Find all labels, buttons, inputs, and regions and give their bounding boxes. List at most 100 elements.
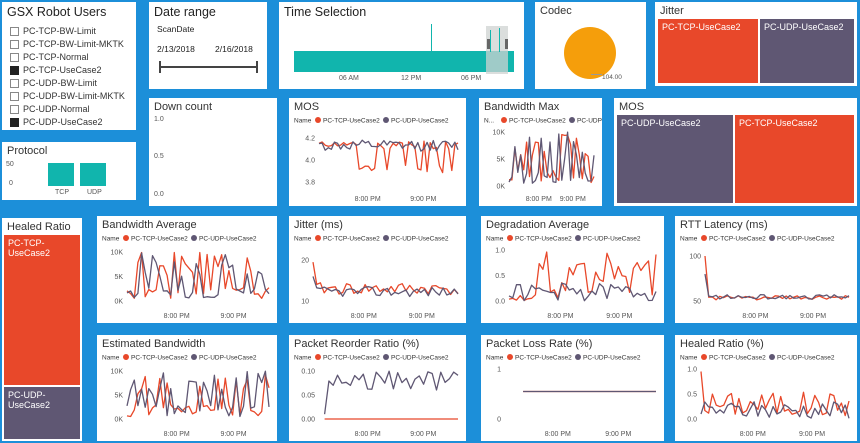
robot-user-option[interactable]: PC-UDP-BW-Limit-MKTK: [10, 91, 125, 101]
x-tick-label: 9:00 PM: [800, 313, 826, 320]
y-tick-label: 10K: [111, 250, 124, 257]
legend-series-label: PC-TCP-UseCase2: [709, 236, 766, 243]
degr-svg: Name PC-TCP-UseCase2 PC-UDP-UseCase2 1.0 0.5…: [486, 235, 657, 320]
x-tick-label: 8:00 PM: [351, 313, 377, 320]
date-slider-start-handle[interactable]: [159, 61, 161, 73]
protocol-xtick-udp: UDP: [87, 189, 102, 196]
jitter-block-udp[interactable]: PC-UDP-UseCase2: [760, 19, 854, 83]
legend-dot-icon: [315, 117, 321, 123]
healed-ratio-chart: Healed Ratio (%) Name PC-TCP-UseCase2 PC-U…: [675, 335, 857, 441]
checkbox-icon[interactable]: [10, 26, 19, 36]
legend-series-label: PC-TCP-UseCase2: [131, 355, 188, 362]
x-tick-label: 9:00 PM: [409, 313, 435, 320]
y-tick-label: 0.10: [301, 369, 315, 376]
healed-block-udp[interactable]: PC-UDP-UseCase2: [4, 387, 80, 439]
robot-user-label: PC-UDP-UseCase2: [23, 117, 103, 127]
x-tick-label: 9:00 PM: [605, 431, 631, 438]
robot-user-label: PC-UDP-BW-Limit: [23, 78, 97, 88]
healed-block-tcp[interactable]: PC-TCP-UseCase2: [4, 235, 80, 385]
legend-name-label: Name: [102, 236, 120, 243]
chart-legend: Name PC-TCP-UseCase2 PC-UDP-UseCase2: [486, 235, 641, 243]
series-line-tcp: [318, 140, 459, 174]
end-date-input[interactable]: 2/16/2018: [215, 44, 253, 54]
mos-block-tcp[interactable]: PC-TCP-UseCase2: [735, 115, 854, 203]
protocol-xtick-tcp: TCP: [55, 189, 69, 196]
time-spike-2: [490, 30, 491, 52]
checkbox-icon[interactable]: [10, 91, 19, 101]
reorder-svg: Name PC-TCP-UseCase2 PC-UDP-UseCase2 0.10 0.…: [294, 354, 459, 438]
x-tick-label: 8:00 PM: [355, 196, 381, 203]
legend-dot-icon: [123, 235, 129, 241]
time-selector-left-handle[interactable]: [487, 39, 490, 49]
legend-dot-icon: [575, 235, 581, 241]
healed-title: Healed Ratio (%): [680, 338, 764, 350]
protocol-bar-udp[interactable]: [80, 163, 106, 186]
series-line-tcp: [508, 133, 595, 184]
robot-user-option[interactable]: PC-TCP-BW-Limit: [10, 26, 96, 36]
packet-loss-chart: Packet Loss Rate (%) Name PC-TCP-UseCase2…: [481, 335, 664, 441]
protocol-bar-tcp[interactable]: [48, 163, 74, 186]
mos-chart: MOS Name PC-TCP-UseCase2 PC-UDP-UseCase2 4.…: [289, 98, 466, 206]
loss-svg: Name PC-TCP-UseCase2 PC-UDP-UseCase2 1 0 8:00…: [486, 354, 656, 438]
bandwidth-max-chart: Bandwidth Max N... PC-TCP-UseCase2 PC-UDP-…: [479, 98, 602, 206]
legend-series-label: PC-TCP-UseCase2: [323, 236, 380, 243]
protocol-title: Protocol: [7, 145, 48, 157]
legend-dot-icon: [701, 235, 707, 241]
robot-user-option[interactable]: PC-TCP-Normal: [10, 52, 89, 62]
legend-name-label: Name: [680, 236, 698, 243]
mos-block-udp[interactable]: PC-UDP-UseCase2: [617, 115, 733, 203]
legend-dot-icon: [507, 235, 513, 241]
rtt-latency-chart: RTT Latency (ms) Name PC-TCP-UseCase2 PC-U…: [675, 216, 857, 323]
time-selector-right-handle[interactable]: [505, 39, 508, 49]
x-tick-label: 8:00 PM: [742, 313, 768, 320]
x-tick-label: 8:00 PM: [164, 431, 190, 438]
mos-treemap: MOS PC-UDP-UseCase2 PC-TCP-UseCase2: [614, 98, 857, 206]
series-line-udp: [312, 276, 459, 298]
checkbox-icon[interactable]: [10, 78, 19, 88]
date-field-label: ScanDate: [157, 24, 195, 34]
robot-users-slicer: GSX Robot Users PC-TCP-BW-Limit PC-TCP-BW…: [2, 2, 136, 130]
x-tick-label: 8:00 PM: [526, 196, 552, 203]
x-tick-label: 9:00 PM: [220, 313, 246, 320]
x-tick-label: 8:00 PM: [547, 313, 573, 320]
chart-legend: Name PC-TCP-UseCase2 PC-UDP-UseCase2: [294, 117, 449, 125]
robot-user-option[interactable]: PC-TCP-BW-Limit-MKTK: [10, 39, 124, 49]
legend-dot-icon: [575, 354, 581, 360]
date-slider-track[interactable]: [161, 66, 257, 68]
checkbox-icon[interactable]: [10, 65, 19, 75]
bwmax-svg: N... PC-TCP-UseCase2 PC-UDP-UseCase2 10K 5K 0…: [484, 117, 602, 203]
checkbox-icon[interactable]: [10, 104, 19, 114]
checkbox-icon[interactable]: [10, 117, 19, 127]
series-line-udp: [323, 370, 459, 415]
date-slider-end-handle[interactable]: [256, 61, 258, 73]
chart-legend: Name PC-TCP-UseCase2 PC-UDP-UseCase2: [680, 235, 835, 243]
time-range-selector[interactable]: [486, 26, 508, 74]
legend-name-label: Name: [486, 355, 504, 362]
robot-user-option[interactable]: PC-UDP-UseCase2: [10, 117, 103, 127]
series-line-udp: [126, 252, 270, 299]
healed-ratio-treemap: Healed Ratio PC-TCP-UseCase2 PC-UDP-UseC…: [2, 218, 82, 441]
start-date-input[interactable]: 2/13/2018: [157, 44, 195, 54]
y-tick-label: 0K: [114, 417, 123, 424]
codec-label-leader: [591, 74, 602, 75]
robot-user-option[interactable]: PC-UDP-BW-Limit: [10, 78, 97, 88]
bwmax-title: Bandwidth Max: [484, 101, 560, 113]
legend-series-label: PC-UDP-UseCase2: [391, 118, 449, 125]
degradation-average-chart: Degradation Average Name PC-TCP-UseCase2 P…: [481, 216, 664, 323]
chart-legend: Name PC-TCP-UseCase2 PC-UDP-UseCase2: [294, 354, 449, 362]
checkbox-icon[interactable]: [10, 52, 19, 62]
legend-series-label: PC-UDP-UseCase2: [391, 236, 449, 243]
robot-user-option[interactable]: PC-TCP-UseCase2: [10, 65, 102, 75]
legend-series-label: PC-UDP-UseCase2: [583, 236, 641, 243]
robot-users-title: GSX Robot Users: [7, 5, 107, 19]
bandwidth-average-chart: Bandwidth Average Name PC-TCP-UseCase2 PC-…: [97, 216, 277, 323]
checkbox-icon[interactable]: [10, 39, 19, 49]
jitter-block-tcp[interactable]: PC-TCP-UseCase2: [658, 19, 758, 83]
robot-user-option[interactable]: PC-UDP-Normal: [10, 104, 90, 114]
codec-pie-slice[interactable]: [564, 27, 616, 79]
legend-series-label: PC-UDP-UseCase2: [199, 355, 257, 362]
jitter-treemap: Jitter PC-TCP-UseCase2 PC-UDP-UseCase2: [655, 2, 857, 86]
series-line-udp: [508, 131, 595, 184]
down-count-ytick-3: 0.0: [154, 191, 164, 198]
legend-series-label: PC-UDP-UseCase2: [391, 355, 449, 362]
